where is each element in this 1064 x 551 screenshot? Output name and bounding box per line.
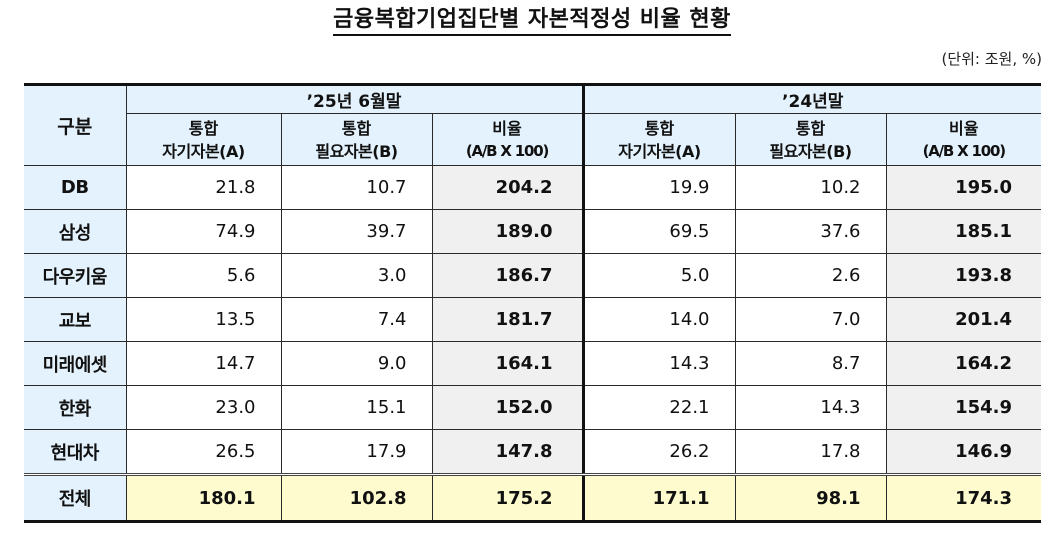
cell-2024-required-capital: 37.6 [734,209,887,254]
table-row: 삼성 74.9 39.7 189.0 69.5 37.6 185.1 [24,209,1041,254]
document-title: 금융복합기업집단별 자본적정성 비율 현황 [0,7,1064,36]
cell-2024-own-capital: 14.3 [581,341,736,386]
cell-2024-required-capital: 7.0 [734,297,887,342]
cell-2024-own-capital: 26.2 [581,429,736,475]
group-name: 다우키움 [24,253,127,298]
header-line2: (A/B X 100) [465,141,550,160]
group-name: 교보 [24,297,127,342]
cell-2025-required-capital: 9.0 [280,341,433,386]
header-2025-required-capital: 통합 필요자본(B) [280,113,433,166]
table-row: DB 21.8 10.7 204.2 19.9 10.2 195.0 [24,165,1041,210]
cell-2024-ratio: 201.4 [885,297,1041,342]
group-name: 미래에셋 [24,341,127,386]
header-2024-own-capital: 통합 자기자본(A) [581,113,736,166]
header-category: 구분 [24,83,127,166]
cell-2024-own-capital: 5.0 [581,253,736,298]
cell-2024-own-capital: 69.5 [581,209,736,254]
cell-2025-ratio: 189.0 [431,209,584,254]
table-row: 교보 13.5 7.4 181.7 14.0 7.0 201.4 [24,297,1041,342]
header-line1: 비율 [949,118,979,138]
cell-2025-own-capital: 14.7 [125,341,282,386]
group-name: 한화 [24,385,127,430]
table-row: 다우키움 5.6 3.0 186.7 5.0 2.6 193.8 [24,253,1041,298]
cell-2025-own-capital: 26.5 [125,429,282,475]
cell-2024-ratio: 195.0 [885,165,1041,210]
header-2025-own-capital: 통합 자기자본(A) [126,113,282,166]
table-row: 한화 23.0 15.1 152.0 22.1 14.3 154.9 [24,385,1041,430]
header-2024-required-capital: 통합 필요자본(B) [734,113,887,166]
total-2024-ratio: 174.3 [885,473,1041,523]
header-line2: 자기자본(A) [618,141,701,161]
cell-2025-required-capital: 10.7 [280,165,433,210]
table-row: 현대차 26.5 17.9 147.8 26.2 17.8 146.9 [24,429,1041,475]
total-2025-ratio: 175.2 [431,473,584,523]
total-2025-own-capital: 180.1 [125,473,282,523]
header-line2: (A/B X 100) [922,141,1007,160]
total-row: 전체 180.1 102.8 175.2 171.1 98.1 174.3 [24,473,1041,523]
header-row-columns: 통합 자기자본(A) 통합 필요자본(B) 비율 (A/B X 100) 통합 … [24,113,1041,166]
cell-2025-required-capital: 7.4 [280,297,433,342]
cell-2024-required-capital: 17.8 [734,429,887,475]
group-name: 삼성 [24,209,127,254]
header-line1: 통합 [188,118,219,138]
cell-2024-ratio: 185.1 [885,209,1041,254]
cell-2025-own-capital: 5.6 [125,253,282,298]
cell-2025-ratio: 147.8 [431,429,584,475]
cell-2025-required-capital: 39.7 [280,209,433,254]
group-name: DB [24,165,127,210]
total-label: 전체 [24,473,127,523]
total-2025-required-capital: 102.8 [280,473,433,523]
header-period-2025-jun: ’25년 6월말 [125,83,584,114]
cell-2024-required-capital: 2.6 [734,253,887,298]
cell-2024-required-capital: 8.7 [734,341,887,386]
table-row: 미래에셋 14.7 9.0 164.1 14.3 8.7 164.2 [24,341,1041,386]
cell-2025-ratio: 181.7 [431,297,584,342]
cell-2025-required-capital: 15.1 [280,385,433,430]
group-name: 현대차 [24,429,127,475]
cell-2025-ratio: 204.2 [431,165,584,210]
cell-2024-own-capital: 14.0 [581,297,736,342]
total-2024-required-capital: 98.1 [734,473,887,523]
header-line2: 자기자본(A) [162,141,245,161]
cell-2024-required-capital: 14.3 [734,385,887,430]
cell-2025-ratio: 164.1 [431,341,584,386]
cell-2025-ratio: 186.7 [431,253,584,298]
cell-2024-own-capital: 19.9 [581,165,736,210]
total-2024-own-capital: 171.1 [581,473,736,523]
cell-2024-ratio: 146.9 [885,429,1041,475]
header-line2: 필요자본(B) [315,141,398,161]
cell-2025-own-capital: 21.8 [125,165,282,210]
header-line1: 통합 [341,118,372,138]
cell-2024-ratio: 164.2 [885,341,1041,386]
header-period-2024-end: ’24년말 [581,83,1041,114]
cell-2025-own-capital: 23.0 [125,385,282,430]
header-line1: 비율 [492,118,522,138]
header-line1: 통합 [795,118,826,138]
cell-2024-ratio: 193.8 [885,253,1041,298]
header-2025-ratio: 비율 (A/B X 100) [431,113,584,166]
header-2024-ratio: 비율 (A/B X 100) [885,113,1041,166]
cell-2025-ratio: 152.0 [431,385,584,430]
cell-2025-own-capital: 74.9 [125,209,282,254]
header-line1: 통합 [644,118,675,138]
capital-adequacy-table: 구분 ’25년 6월말 ’24년말 통합 자기자본(A) 통합 필요자본(B) … [24,83,1041,523]
cell-2024-ratio: 154.9 [885,385,1041,430]
cell-2025-required-capital: 3.0 [280,253,433,298]
cell-2025-required-capital: 17.9 [280,429,433,475]
unit-note: (단위: 조원, %) [941,50,1042,68]
document-title-text: 금융복합기업집단별 자본적정성 비율 현황 [333,7,731,36]
header-line2: 필요자본(B) [769,141,852,161]
header-row-periods: 구분 ’25년 6월말 ’24년말 [24,83,1041,166]
cell-2025-own-capital: 13.5 [125,297,282,342]
cell-2024-required-capital: 10.2 [734,165,887,210]
cell-2024-own-capital: 22.1 [581,385,736,430]
